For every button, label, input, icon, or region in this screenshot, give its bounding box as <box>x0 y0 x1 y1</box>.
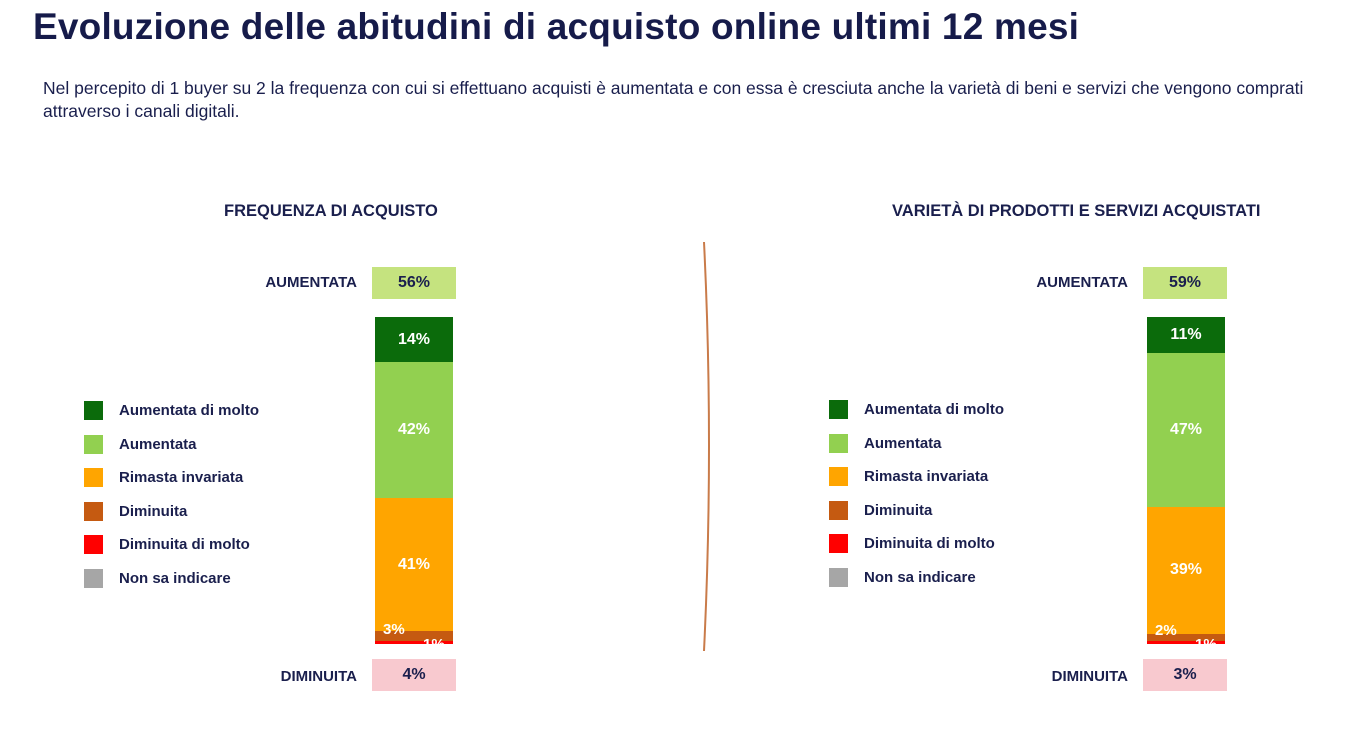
page-title: Evoluzione delle abitudini di acquisto o… <box>33 6 1080 47</box>
summary-up-value: 56% <box>372 267 456 299</box>
legend-label: Rimasta invariata <box>119 469 244 487</box>
bar-segment <box>375 317 453 363</box>
summary-down-value: 4% <box>372 659 456 691</box>
legend-swatch <box>829 467 848 487</box>
bar-segment <box>1147 317 1225 353</box>
bar-data-label: 2% <box>1155 622 1177 640</box>
legend-swatch <box>84 535 103 555</box>
bar-segment <box>375 631 453 641</box>
legend-label: Diminuita di molto <box>119 536 250 554</box>
legend-label: Non sa indicare <box>119 569 231 587</box>
legend-label: Diminuita di molto <box>864 535 995 553</box>
legend-label: Diminuita <box>864 501 933 519</box>
legend-swatch <box>84 434 103 454</box>
legend-label: Rimasta invariata <box>864 468 989 486</box>
summary-down-value: 3% <box>1143 659 1227 691</box>
summary-up-label: AUMENTATA <box>1036 274 1128 291</box>
legend-swatch <box>84 568 103 588</box>
bar-data-label: 3% <box>383 620 405 638</box>
legend-swatch <box>829 534 848 554</box>
legend-label: Aumentata <box>864 434 942 452</box>
bar-segment <box>1147 640 1225 644</box>
stacked-bar: 11% 47% 39% 2% 1% <box>1147 317 1225 653</box>
divider-line <box>703 241 710 652</box>
summary-up-value: 59% <box>1143 267 1227 299</box>
legend-label: Aumentata di molto <box>119 402 260 419</box>
legend-label: Non sa indicare <box>864 568 976 586</box>
legend-swatch <box>829 567 848 587</box>
summary-down-label: DIMINUITA <box>280 668 357 685</box>
legend-swatch <box>829 400 848 419</box>
bar-data-label: 1% <box>1195 636 1217 654</box>
legend-swatch <box>829 433 848 453</box>
legend-label: Diminuita <box>119 502 188 520</box>
legend-swatch <box>84 468 103 488</box>
bar-data-label: 11% <box>1170 325 1202 343</box>
chart-title: VARIETÀ DI PRODOTTI E SERVIZI ACQUISTATI <box>892 202 1261 220</box>
legend-swatch <box>829 500 848 520</box>
chart-title: FREQUENZA DI ACQUISTO <box>224 202 438 220</box>
bar-data-label: 42% <box>397 421 431 439</box>
bar-data-label: 47% <box>1169 420 1203 438</box>
bar-data-label: 1% <box>423 636 445 654</box>
legend-label: Aumentata di molto <box>864 401 1005 418</box>
bar-segment <box>375 640 453 644</box>
bar-segment <box>1147 352 1225 507</box>
stacked-bar: 14% 42% 41% 3% 1% <box>375 317 453 653</box>
bar-data-label: 14% <box>397 330 431 348</box>
bar-data-label: 41% <box>397 555 431 573</box>
bar-segment <box>375 362 453 499</box>
legend-swatch <box>84 501 103 521</box>
summary-up-label: AUMENTATA <box>265 274 357 291</box>
legend-swatch <box>84 401 103 420</box>
summary-down-label: DIMINUITA <box>1051 668 1128 685</box>
bar-data-label: 39% <box>1169 561 1203 579</box>
legend-label: Aumentata <box>119 435 197 453</box>
bar-segment <box>1147 634 1225 641</box>
page-subtitle: Nel percepito di 1 buyer su 2 la frequen… <box>43 78 1304 121</box>
bar-segment <box>375 498 453 632</box>
bar-segment <box>1147 506 1225 635</box>
